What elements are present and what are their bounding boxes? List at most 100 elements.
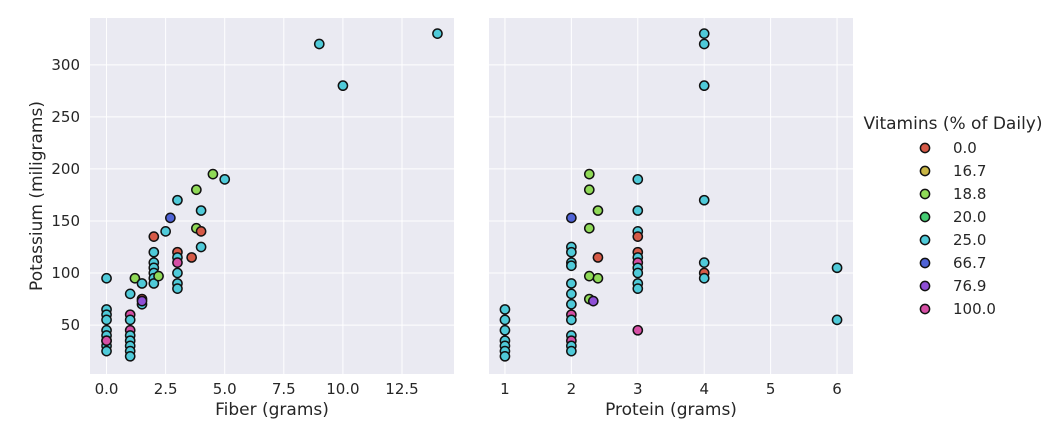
data-point [172,257,183,268]
data-point [207,168,219,180]
data-point [160,226,171,237]
data-point [632,283,644,294]
data-point [432,28,443,39]
data-point [583,184,595,196]
legend-marker [919,257,931,269]
protein-x-axis-label: Protein (grams) [605,400,737,420]
data-point [566,278,577,289]
data-point [566,246,577,258]
data-point [587,295,599,307]
legend-marker [919,303,931,315]
legend-entry-label: 0.0 [953,139,977,157]
data-point [566,260,577,272]
data-point [698,28,710,39]
data-point [101,335,112,347]
data-point [101,345,112,357]
legend-title: Vitamins (% of Daily) [863,114,1042,134]
data-point [148,246,160,258]
fiber-plot-area [90,18,454,374]
data-point [583,168,595,180]
data-point [313,38,325,50]
data-point [592,272,604,284]
data-point [124,314,136,326]
data-point [148,231,160,242]
y-tick-label: 200 [51,160,80,178]
legend: Vitamins (% of Daily) 0.0 16.7 18.8 20.0 25.… [863,114,1042,318]
data-point [698,257,710,268]
data-point [136,295,148,307]
legend-entry-label: 76.9 [953,277,986,295]
data-point [101,272,112,284]
data-point [195,205,207,216]
data-point [499,304,511,315]
data-point [337,80,349,92]
data-point [129,272,141,284]
data-point [219,173,231,185]
data-point [698,80,710,92]
data-point [499,314,511,326]
legend-entry-label: 20.0 [953,208,986,226]
legend-marker [919,234,931,246]
data-point [195,226,207,237]
data-point [632,267,644,279]
data-point [172,194,183,206]
data-point [172,283,183,294]
data-point [632,324,644,336]
x-tick-label: 5.0 [213,380,237,398]
y-tick-label: 250 [51,108,80,126]
data-point [831,262,843,274]
data-point [592,205,604,216]
legend-entry-label: 25.0 [953,231,986,249]
data-point [153,270,164,282]
x-tick-label: 4 [699,380,709,398]
legend-marker [919,188,931,200]
data-point [499,350,511,362]
data-point [698,272,710,284]
x-tick-label: 5 [766,380,776,398]
fiber-panel: 0.0 2.5 5.0 7.5 10.0 12.5 50 100 150 200 250 300 F… [27,18,454,420]
fiber-x-axis-label: Fiber (grams) [215,400,329,420]
data-point [566,288,577,300]
y-tick-label: 50 [61,316,80,334]
data-point [632,231,644,242]
data-point [566,298,577,310]
data-point [186,252,197,263]
data-point [165,212,176,224]
x-tick-label: 6 [832,380,842,398]
data-point [148,278,160,289]
x-tick-label: 2.5 [154,380,178,398]
data-point [583,270,595,282]
legend-entry-label: 66.7 [953,254,986,272]
data-point [698,38,710,50]
y-tick-label: 300 [51,56,80,74]
legend-entry-label: 18.8 [953,185,986,203]
legend-entry-label: 16.7 [953,162,986,180]
legend-marker [919,280,931,292]
data-point [698,194,710,206]
data-point [583,222,595,234]
x-tick-label: 3 [633,380,643,398]
x-tick-label: 7.5 [272,380,296,398]
x-tick-label: 10.0 [326,380,359,398]
data-point [172,267,183,279]
data-point [499,324,511,336]
data-point [124,288,136,300]
legend-entry-label: 100.0 [953,300,996,318]
protein-panel: 1 2 3 4 5 6 Protein (grams) [489,18,853,420]
x-tick-label: 1 [500,380,510,398]
data-point [831,314,843,326]
data-point [566,345,577,357]
data-point [191,184,202,196]
y-tick-label: 150 [51,212,80,230]
data-point [632,173,644,185]
data-point [101,314,112,326]
x-tick-label: 2 [567,380,577,398]
x-tick-label: 12.5 [385,380,418,398]
data-point [566,212,577,224]
legend-marker [919,142,931,154]
legend-marker [919,165,931,177]
x-tick-label: 0.0 [95,380,119,398]
data-point [124,350,136,362]
y-tick-label: 100 [51,264,80,282]
